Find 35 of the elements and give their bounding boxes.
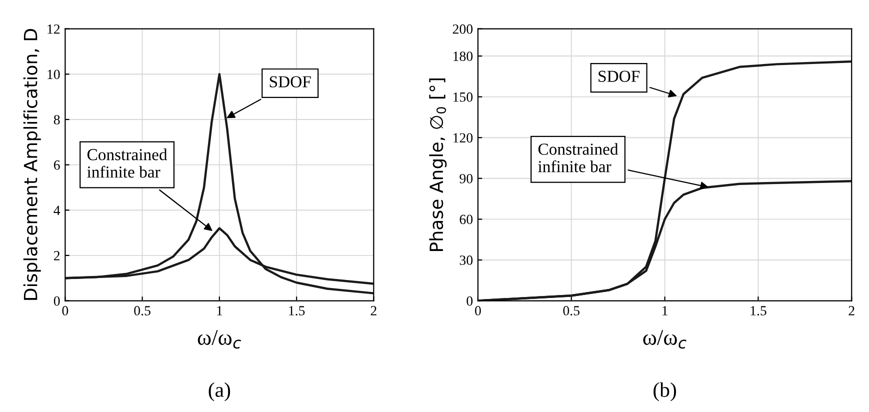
annotation: SDOF <box>270 76 311 88</box>
x-tick-label: 0 <box>475 306 481 316</box>
y-tick-label: 60 <box>460 214 473 224</box>
y-tick-label: 6 <box>54 160 60 170</box>
x-tick-label: 2 <box>848 306 854 316</box>
annotation: Constrained infinite bar <box>87 148 168 178</box>
y-tick-label: 4 <box>54 206 60 215</box>
y-tick-label: 12 <box>48 24 60 34</box>
y-axis-title: Displacement Amplification, D <box>23 29 41 300</box>
x-tick-label: 1.5 <box>750 306 766 316</box>
y-tick-label: 150 <box>453 92 473 102</box>
x-axis-title: ω/ω$_{c}$ <box>643 330 686 349</box>
annotation: SDOF <box>598 70 640 82</box>
x-tick-label: 1 <box>217 306 222 316</box>
text: (b) <box>654 382 676 402</box>
y-tick-label: 200 <box>452 24 473 34</box>
y-tick-label: 8 <box>54 115 60 124</box>
x-tick-label: 0.5 <box>134 306 150 316</box>
text: (a) <box>208 382 230 402</box>
y-tick-label: 180 <box>453 52 473 61</box>
x-tick-label: 2 <box>370 306 376 316</box>
y-tick-label: 0 <box>466 296 473 306</box>
y-axis-title: Phase Angle, ∅$_{0}$ [°] <box>429 78 447 251</box>
x-tick-label: 0.5 <box>563 306 580 316</box>
y-tick-label: 2 <box>54 251 60 260</box>
y-tick-label: 10 <box>48 70 60 80</box>
x-axis-title: ω/ω$_{c}$ <box>198 330 241 349</box>
x-tick-label: 1.5 <box>289 306 305 316</box>
y-tick-label: 30 <box>460 256 473 265</box>
y-tick-label: 0 <box>54 296 60 306</box>
annotation: Constrained infinite bar <box>538 143 618 172</box>
y-tick-label: 120 <box>453 133 473 143</box>
x-tick-label: 0 <box>62 306 68 316</box>
y-tick-label: 90 <box>460 174 473 184</box>
x-tick-label: 1 <box>662 306 668 316</box>
